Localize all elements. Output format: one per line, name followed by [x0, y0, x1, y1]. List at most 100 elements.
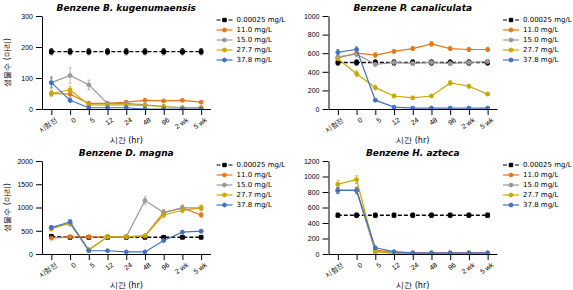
point: [199, 107, 203, 109]
point: [106, 235, 110, 239]
legend-marker: [223, 173, 227, 177]
x-tick-mark: [469, 109, 470, 115]
x-tick: 시험전: [37, 254, 59, 280]
error-bar: [200, 206, 203, 211]
x-tick-mark: [51, 109, 52, 115]
error-bar: [374, 53, 377, 58]
error-bar: [69, 220, 72, 225]
point: [180, 230, 184, 234]
point: [143, 199, 147, 203]
point: [430, 252, 434, 254]
error-bar: [486, 48, 489, 52]
point: [486, 252, 490, 254]
y-tick-label: 200: [308, 235, 320, 242]
x-tick: 2 wk: [460, 254, 476, 275]
point: [143, 98, 147, 102]
x-tick: 12: [391, 254, 401, 271]
error-bar: [430, 213, 433, 218]
legend-marker: [509, 58, 513, 62]
point: [336, 188, 340, 192]
point: [448, 252, 452, 254]
point: [87, 50, 91, 54]
point: [373, 53, 377, 57]
x-tick: 48: [141, 254, 151, 271]
x-tick: 48: [428, 109, 438, 126]
point: [180, 107, 184, 109]
x-tick: 12: [391, 109, 401, 126]
y-axis: 0100200300: [21, 13, 42, 113]
y-axis-title: 생물수 (마리): [3, 183, 12, 232]
point: [162, 239, 166, 243]
error-bar: [411, 47, 414, 51]
x-tick-label: 0: [70, 261, 77, 269]
x-tick-mark: [201, 254, 202, 260]
x-tick: 48: [428, 254, 438, 271]
y-tick-mark: [36, 78, 42, 79]
point: [411, 252, 415, 254]
series-line: [338, 190, 488, 252]
point: [467, 61, 471, 65]
axis-domain: [329, 17, 330, 110]
point: [49, 92, 53, 96]
y-tick-label: 1000: [304, 13, 320, 20]
legend-item: 11.0 mg/L: [503, 26, 558, 34]
x-tick-label: 2 wk: [174, 261, 190, 275]
series-line: [338, 180, 488, 254]
x-tick-mark: [357, 254, 358, 260]
legend-item: 37.8 mg/L: [503, 201, 558, 209]
error-bar: [50, 78, 53, 87]
point: [49, 50, 53, 54]
plot-area: [336, 176, 490, 254]
error-bar: [374, 99, 377, 102]
point: [355, 178, 359, 182]
point: [373, 246, 377, 250]
point: [180, 98, 184, 102]
series: [49, 74, 203, 109]
x-axis-title: 시간 (hr): [396, 281, 429, 290]
point: [448, 213, 452, 217]
series: [336, 57, 490, 100]
x-tick: 48: [141, 109, 151, 126]
point: [448, 106, 452, 109]
x-tick-mark: [126, 254, 127, 260]
error-bars: [50, 197, 203, 252]
point: [373, 98, 377, 102]
chart-title: Benzene P. canaliculata: [353, 3, 472, 13]
error-bar: [467, 60, 470, 66]
legend-label: 15.0 mg/L: [237, 36, 272, 44]
point: [49, 236, 53, 240]
point: [68, 235, 72, 239]
x-tick-mark: [469, 254, 470, 260]
x-tick-mark: [164, 254, 165, 260]
point: [392, 94, 396, 98]
x-tick-mark: [108, 254, 109, 260]
legend-item: 37.8 mg/L: [503, 56, 558, 64]
legend-marker: [223, 38, 227, 42]
error-bar: [411, 213, 414, 218]
error-bar: [374, 213, 377, 218]
point: [124, 235, 128, 239]
point: [355, 48, 359, 52]
x-tick-mark: [201, 109, 202, 115]
legend-item: 11.0 mg/L: [217, 171, 272, 179]
point: [162, 107, 166, 109]
point: [392, 49, 396, 53]
legend-marker: [223, 58, 227, 62]
x-tick-mark: [51, 254, 52, 260]
error-bar: [467, 61, 470, 65]
point: [411, 252, 415, 254]
plot-area: [336, 42, 490, 109]
axis-domain: [42, 17, 43, 110]
error-bar: [336, 187, 339, 193]
x-tick: 24: [409, 254, 419, 271]
point: [430, 252, 434, 254]
x-tick-label: 5: [89, 261, 96, 269]
point: [486, 48, 490, 52]
x-tick-mark: [182, 254, 183, 260]
series: [49, 81, 203, 109]
x-tick: 5 wk: [479, 109, 495, 130]
error-bar: [336, 49, 339, 55]
y-tick-label: 0: [316, 106, 320, 113]
series: [336, 178, 490, 254]
point: [486, 92, 490, 96]
